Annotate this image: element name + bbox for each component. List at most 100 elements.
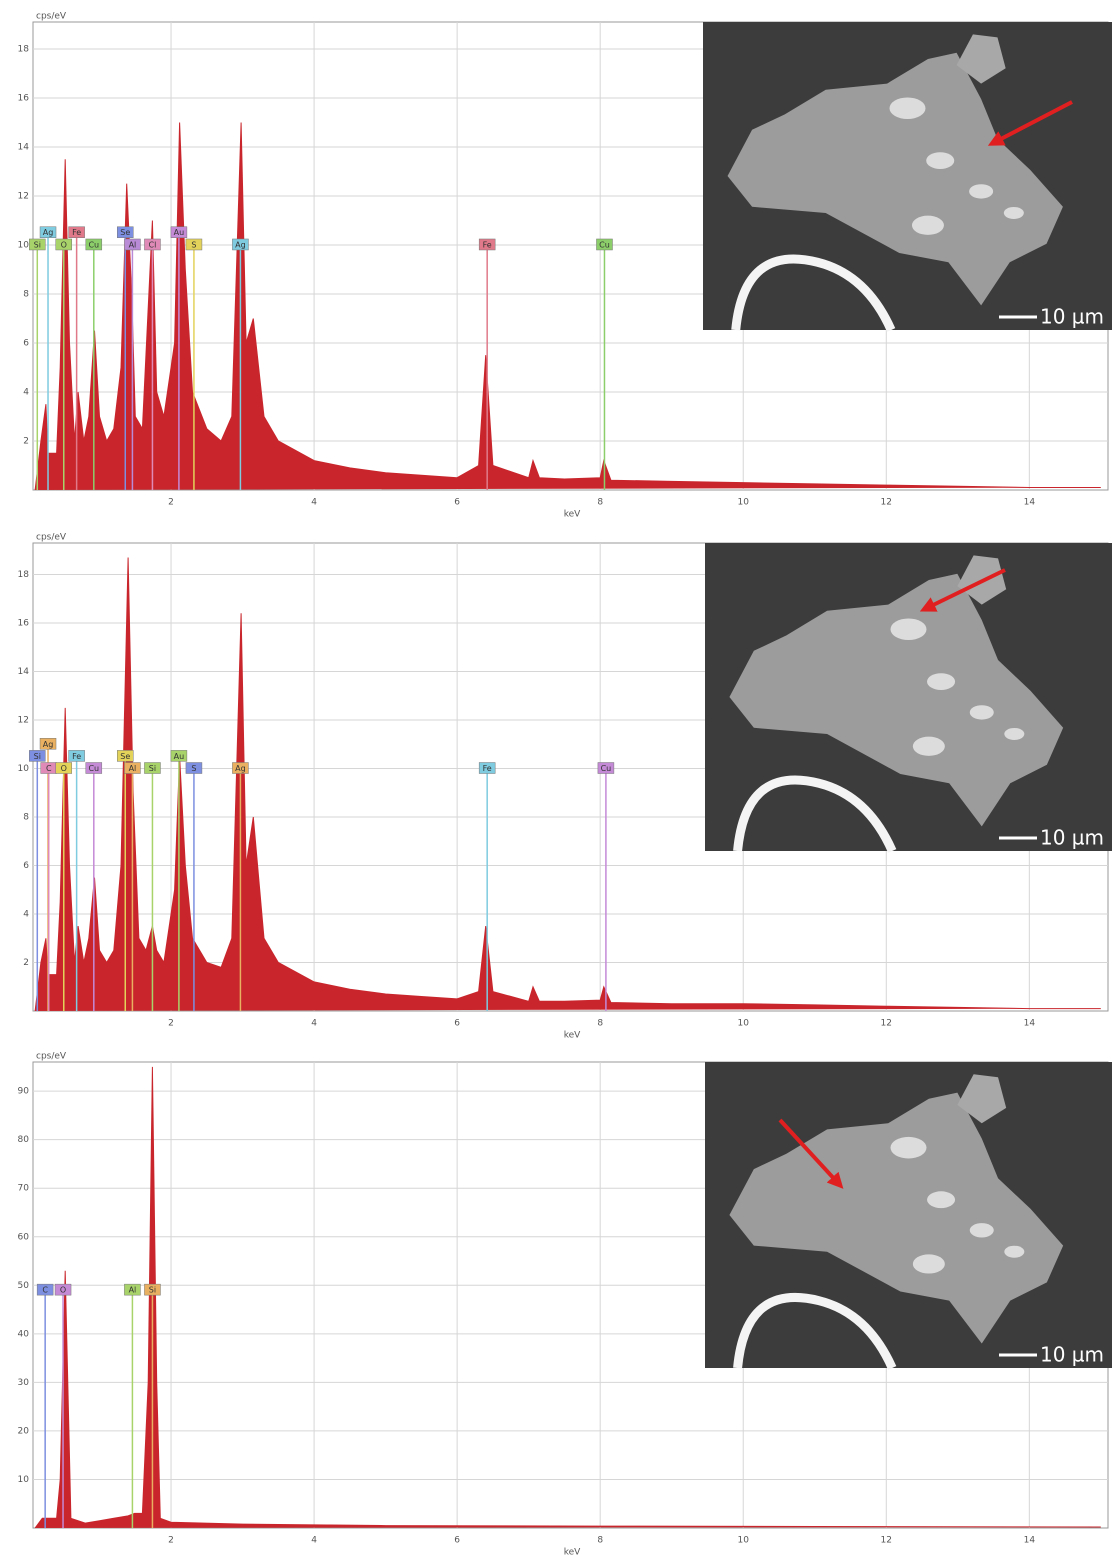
element-tag — [170, 750, 188, 762]
element-label: C — [42, 1286, 48, 1295]
y-tick-label: 6 — [23, 338, 29, 348]
x-tick-label: 2 — [168, 498, 174, 508]
y-tick-label: 18 — [18, 44, 30, 54]
x-tick-label: 2 — [168, 1536, 174, 1546]
element-tag — [478, 762, 496, 774]
element-label: Si — [149, 1286, 156, 1295]
element-label: Au — [174, 228, 185, 237]
element-tag — [36, 1283, 54, 1296]
y-tick-label: 12 — [18, 191, 29, 201]
element-tag — [170, 226, 188, 238]
element-tag — [144, 1283, 161, 1296]
element-tag — [144, 238, 161, 251]
element-label: Ag — [235, 764, 246, 773]
element-tag — [124, 1283, 141, 1296]
y-tick-label: 16 — [18, 619, 30, 629]
element-label: Cl — [149, 240, 157, 249]
y-tick-label: 18 — [18, 570, 30, 580]
element-label: S — [191, 240, 196, 249]
x-tick-label: 4 — [311, 498, 317, 508]
sem-bright-spot — [927, 1191, 956, 1209]
y-tick-label: 2 — [23, 958, 29, 968]
sem-edge — [733, 775, 897, 853]
sem-particle — [727, 52, 1063, 306]
sem-edge — [731, 254, 896, 332]
element-tag — [39, 738, 57, 750]
x-tick-label: 12 — [881, 1536, 892, 1546]
x-tick-label: 14 — [1024, 498, 1036, 508]
element-label: Al — [129, 1286, 137, 1295]
x-tick-label: 6 — [454, 1536, 460, 1546]
spectrum — [34, 557, 1101, 1012]
x-tick-label: 14 — [1024, 1019, 1036, 1029]
element-label: Si — [34, 752, 41, 761]
y-tick-label: 2 — [23, 436, 29, 446]
element-tag — [29, 238, 46, 251]
x-tick-label: 4 — [311, 1019, 317, 1029]
element-tag — [185, 762, 203, 774]
y-tick-label: 16 — [18, 93, 30, 103]
y-tick-label: 12 — [18, 716, 29, 726]
element-tag — [117, 750, 134, 762]
scale-bar-label: 10 µm — [1040, 305, 1104, 329]
x-axis-label: keV — [564, 1548, 581, 1557]
x-tick-label: 4 — [311, 1536, 317, 1546]
y-tick-label: 14 — [18, 142, 30, 152]
element-tag — [232, 762, 249, 774]
sem-bright-spot — [889, 97, 926, 120]
y-tick-label: 80 — [18, 1135, 30, 1145]
element-label: Ag — [43, 740, 54, 749]
element-tag — [478, 238, 496, 251]
sem-particle — [957, 1074, 1007, 1124]
sem-particle — [956, 34, 1006, 84]
element-label: Ag — [43, 228, 54, 237]
sem-bright-spot — [1004, 727, 1025, 740]
element-tag — [117, 226, 134, 238]
y-axis-label: cps/eV — [36, 12, 67, 22]
element-label: O — [60, 1286, 66, 1295]
element-tag — [55, 762, 73, 774]
y-axis-label: cps/eV — [36, 1052, 67, 1062]
x-tick-label: 12 — [881, 498, 892, 508]
element-tag — [29, 750, 46, 762]
element-label: Al — [129, 240, 137, 249]
element-tag — [85, 238, 103, 251]
element-tag — [55, 238, 73, 251]
sem-arrow — [987, 100, 1073, 146]
y-tick-label: 90 — [18, 1087, 30, 1097]
element-label: O — [61, 240, 67, 249]
element-tag — [68, 226, 85, 238]
element-tag — [596, 238, 613, 251]
y-axis-label: cps/eV — [36, 533, 67, 543]
element-tag — [185, 238, 203, 251]
element-label: S — [191, 764, 196, 773]
sem-arrow — [778, 1118, 844, 1189]
element-label: C — [46, 764, 52, 773]
element-label: Fe — [72, 752, 81, 761]
y-tick-label: 8 — [23, 289, 29, 299]
sem-bright-spot — [911, 215, 944, 235]
x-tick-label: 10 — [738, 498, 750, 508]
element-tag — [68, 750, 85, 762]
y-tick-label: 60 — [18, 1232, 30, 1242]
sem-bright-spot — [912, 736, 945, 756]
sem-bright-spot — [1004, 1245, 1025, 1258]
y-tick-label: 10 — [18, 240, 30, 250]
x-axis-label: keV — [564, 1031, 581, 1041]
element-label: Si — [34, 240, 41, 249]
element-tag — [124, 238, 141, 251]
x-tick-label: 12 — [881, 1019, 892, 1029]
sem-edge — [733, 1292, 897, 1370]
y-tick-label: 70 — [18, 1184, 30, 1194]
spectrum — [34, 1066, 1101, 1529]
element-label: Se — [120, 228, 130, 237]
element-label: Fe — [483, 764, 492, 773]
x-tick-label: 6 — [454, 498, 460, 508]
element-label: O — [61, 764, 67, 773]
y-tick-label: 4 — [23, 910, 29, 920]
y-tick-label: 14 — [18, 667, 30, 677]
y-tick-label: 50 — [18, 1281, 30, 1291]
spectrum-panel: 2 4 6 8 10 12 1424681012141618cps/eVkeVSiAgOFe… — [18, 12, 1112, 520]
element-tag — [144, 762, 161, 774]
